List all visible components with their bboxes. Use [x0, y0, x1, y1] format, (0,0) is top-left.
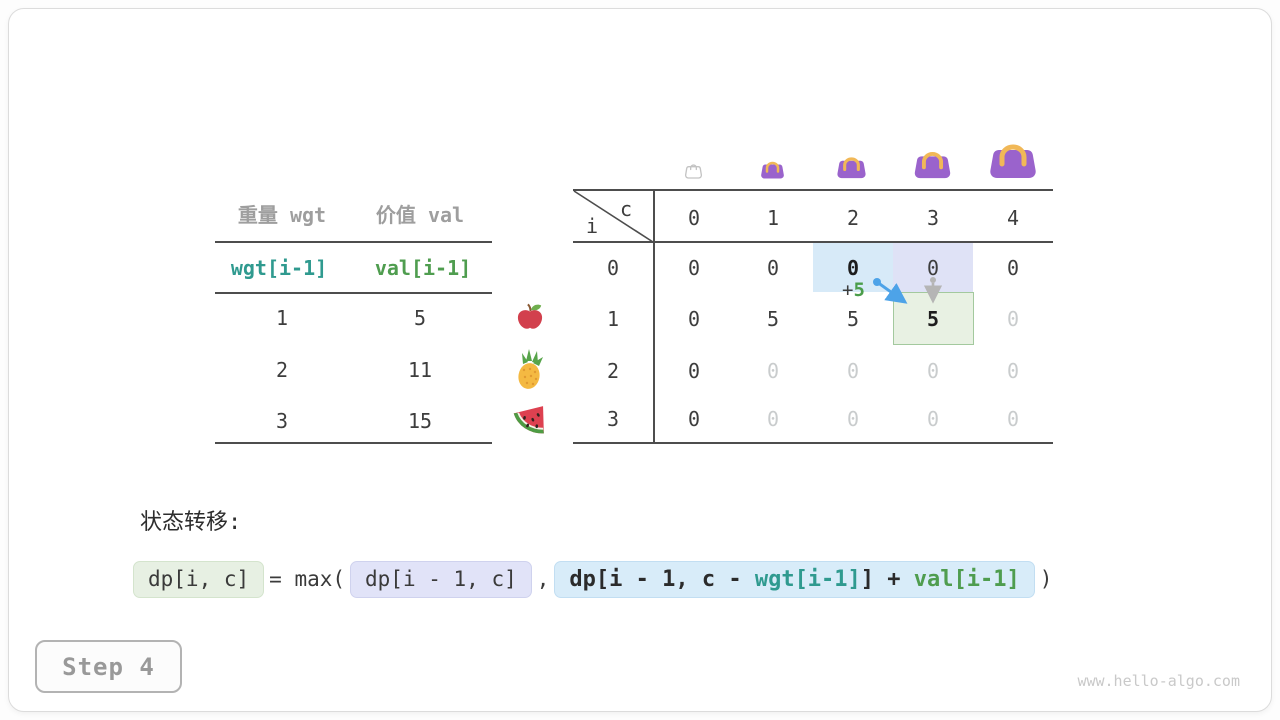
transition-add-value-annotation: +5 [842, 279, 865, 301]
corner-diagonal-line [573, 190, 654, 243]
items-index-wgt: wgt[i-1] [230, 256, 328, 280]
dp-col-header-2: 2 [846, 206, 860, 230]
dp-cell-i1-c0: 0 [687, 307, 701, 331]
state-transition-label: 状态转移: [140, 510, 242, 535]
dp-cell-i3-c3: 0 [926, 407, 940, 431]
items-table-rule-top [215, 241, 492, 243]
item-3-weight: 3 [275, 409, 289, 433]
items-table-rule-bottom [215, 442, 492, 444]
dp-table-rule-header [573, 241, 1053, 243]
formula-token-dp-i1-c-wgt-plus-val: dp[i - 1, c - wgt[i-1]] + val[i-1] [554, 560, 1035, 598]
apple-icon [517, 303, 543, 329]
formula-token-dp-i1-c: dp[i - 1, c] [350, 560, 532, 598]
dp-annotation-overlay [573, 190, 943, 304]
watermark-url: www.hello-algo.com [1077, 672, 1240, 690]
transfer-arrow-blue [876, 280, 908, 304]
dp-cell-i3-c1: 0 [766, 407, 780, 431]
item-2-weight: 2 [275, 358, 289, 382]
dp-cell-i0-c4: 0 [1006, 256, 1020, 280]
dp-cell-i0-c1: 0 [766, 256, 780, 280]
dp-cell-i2-c4: 0 [1006, 359, 1020, 383]
bag-outline-icon [684, 164, 703, 179]
dp-table-rule-top [573, 189, 1053, 191]
item-1-value: 5 [413, 306, 427, 330]
dp-table-rule-vertical [653, 189, 655, 444]
dp-col-header-0: 0 [687, 206, 701, 230]
dp-cell-i1-c1: 5 [766, 307, 780, 331]
dp-table-rule-bottom [573, 442, 1053, 444]
formula-arg2-val: val[i-1] [913, 566, 1020, 592]
dp-cell-i1-c2: 5 [846, 307, 860, 331]
dp-row-header-0: 0 [606, 256, 620, 280]
item-3-value: 15 [407, 409, 433, 433]
dp-col-header-4: 4 [1006, 206, 1020, 230]
dp-col-header-3: 3 [926, 206, 940, 230]
dp-cell-i2-c0: 0 [687, 359, 701, 383]
dp-corner-label-c: c [620, 197, 633, 221]
formula-arg2-wgt: wgt[i-1] [754, 566, 861, 592]
state-transition-formula: dp[i, c] = max( dp[i - 1, c] , dp[i - 1,… [133, 560, 1057, 598]
dp-cell-i0-c3: 0 [926, 256, 940, 280]
dp-cell-i2-c2: 0 [846, 359, 860, 383]
formula-eq-max: = max( [269, 567, 346, 591]
dp-cell-i1-c4: 0 [1006, 307, 1020, 331]
items-table-rule-mid [215, 292, 492, 294]
dp-cell-i3-c0: 0 [687, 407, 701, 431]
watermelon-icon [513, 406, 544, 434]
dp-row-header-2: 2 [606, 359, 620, 383]
dp-cell-i1-c3: 5 [926, 307, 940, 331]
items-header-value: 价值 val [375, 203, 465, 227]
dp-col-header-1: 1 [766, 206, 780, 230]
formula-comma: , [536, 567, 550, 591]
bag-large-icon [914, 152, 951, 179]
items-index-val: val[i-1] [374, 256, 472, 280]
bag-small-icon [761, 161, 784, 179]
item-2-value: 11 [407, 358, 433, 382]
dp-row-header-1: 1 [606, 307, 620, 331]
dp-cell-i0-c2: 0 [846, 256, 860, 280]
dp-row-header-3: 3 [606, 407, 620, 431]
formula-close-paren: ) [1039, 567, 1053, 591]
formula-arg2-prefix: dp[i - 1, c - [569, 566, 755, 592]
dp-cell-i2-c3: 0 [926, 359, 940, 383]
dp-cell-i0-c0: 0 [687, 256, 701, 280]
formula-token-dp-i-c: dp[i, c] [133, 560, 265, 598]
arrow-origin-dot-gray [930, 277, 936, 283]
plus-sign: + [842, 279, 854, 301]
items-header-weight: 重量 wgt [237, 203, 327, 227]
formula-arg2-mid: ] + [860, 566, 914, 592]
bag-medium-icon [837, 157, 866, 179]
dp-cell-i2-c1: 0 [766, 359, 780, 383]
dp-corner-label-i: i [586, 214, 599, 238]
dp-cell-i3-c2: 0 [846, 407, 860, 431]
pineapple-icon [518, 349, 543, 389]
added-value: 5 [853, 279, 865, 301]
bag-xlarge-icon [990, 144, 1036, 178]
item-1-weight: 1 [275, 306, 289, 330]
dp-cell-i3-c4: 0 [1006, 407, 1020, 431]
step-badge: Step 4 [35, 640, 182, 693]
